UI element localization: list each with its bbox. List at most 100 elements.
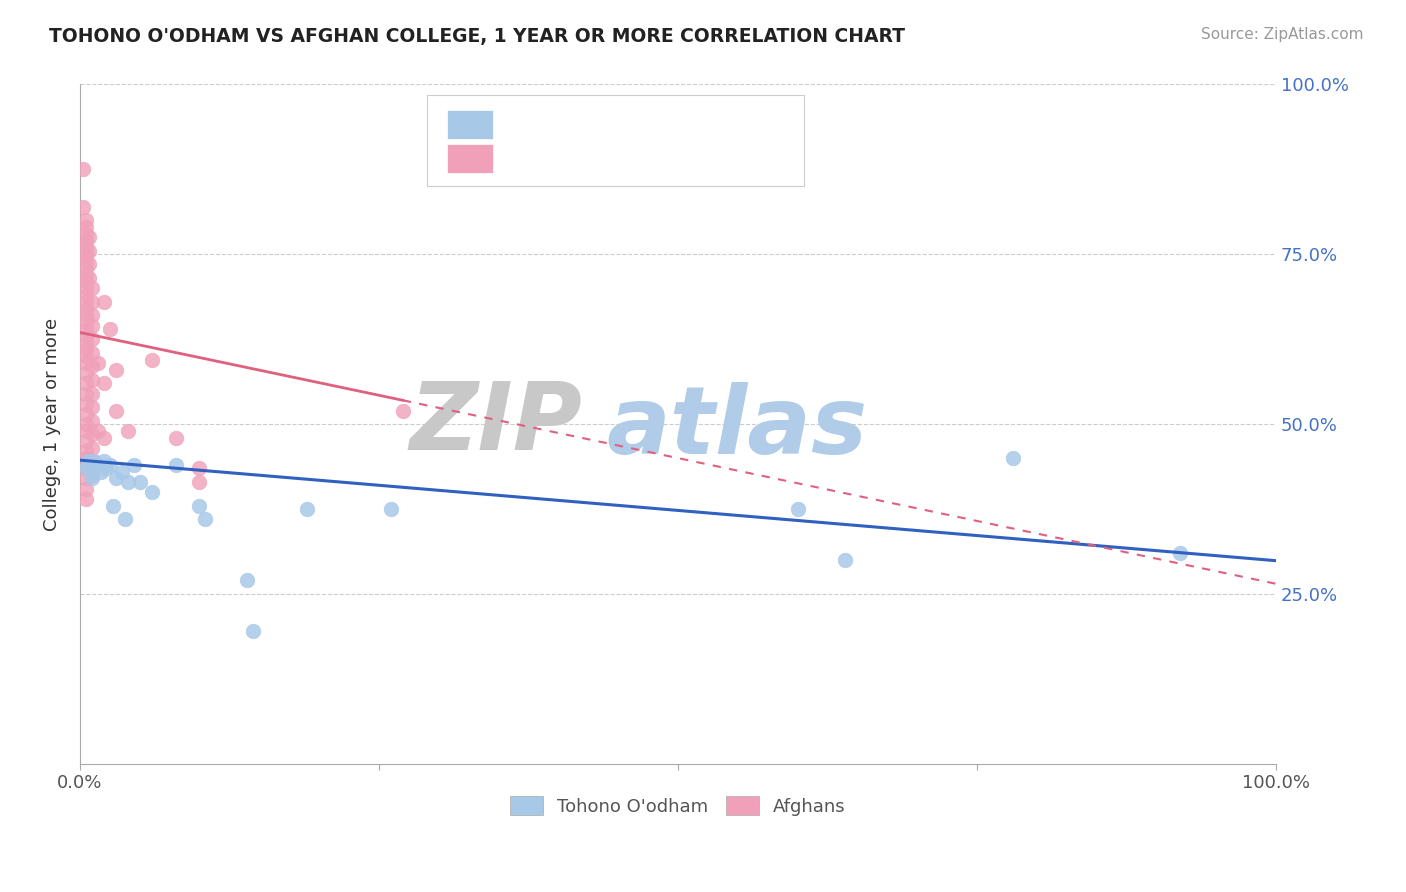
Point [295, 502, 318, 516]
Point [117, 475, 139, 489]
Point [75, 315, 97, 329]
Point [391, 403, 413, 417]
Point [80, 468, 103, 483]
Point [75, 301, 97, 316]
Point [80, 414, 103, 428]
Point [96, 461, 118, 475]
Point [380, 502, 402, 516]
Point [75, 281, 97, 295]
Point [75, 240, 97, 254]
Point [87, 356, 110, 370]
Point [72, 162, 94, 177]
Point [122, 458, 145, 472]
Point [80, 309, 103, 323]
Point [75, 328, 97, 343]
Point [75, 260, 97, 275]
Point [75, 335, 97, 350]
Point [75, 461, 97, 475]
Point [75, 356, 97, 370]
Point [87, 458, 110, 472]
Point [90, 465, 112, 479]
FancyBboxPatch shape [447, 111, 492, 139]
Point [75, 417, 97, 431]
Point [80, 359, 103, 374]
Point [75, 227, 97, 241]
Point [75, 288, 97, 302]
Point [786, 502, 808, 516]
Point [80, 318, 103, 333]
Point [75, 247, 97, 261]
Point [79, 257, 101, 271]
Point [75, 220, 97, 235]
Text: ZIP: ZIP [409, 378, 582, 470]
Point [128, 475, 150, 489]
Point [141, 485, 163, 500]
Point [242, 624, 264, 639]
Point [188, 499, 211, 513]
Point [75, 482, 97, 496]
Point [75, 397, 97, 411]
Point [75, 254, 97, 268]
Text: R = -0.370    N = 29: R = -0.370 N = 29 [508, 114, 689, 132]
Point [1168, 546, 1191, 560]
Text: TOHONO O'ODHAM VS AFGHAN COLLEGE, 1 YEAR OR MORE CORRELATION CHART: TOHONO O'ODHAM VS AFGHAN COLLEGE, 1 YEAR… [49, 27, 905, 45]
Point [75, 386, 97, 401]
Point [165, 431, 187, 445]
Point [1001, 451, 1024, 466]
Point [75, 444, 97, 458]
Point [834, 553, 856, 567]
Point [188, 461, 211, 475]
Y-axis label: College, 1 year or more: College, 1 year or more [44, 318, 60, 531]
Point [236, 574, 259, 588]
Point [114, 512, 136, 526]
Point [75, 234, 97, 248]
Point [111, 465, 134, 479]
Point [165, 458, 187, 472]
Point [117, 424, 139, 438]
Point [79, 244, 101, 258]
Point [80, 386, 103, 401]
Text: atlas: atlas [606, 382, 868, 474]
Text: Source: ZipAtlas.com: Source: ZipAtlas.com [1201, 27, 1364, 42]
Point [75, 343, 97, 357]
Point [141, 352, 163, 367]
Point [188, 475, 211, 489]
FancyBboxPatch shape [427, 95, 803, 186]
Point [104, 403, 127, 417]
Point [93, 431, 115, 445]
Point [75, 366, 97, 380]
Point [83, 454, 105, 468]
Point [75, 213, 97, 227]
Point [104, 363, 127, 377]
Point [98, 458, 121, 472]
Point [75, 491, 97, 506]
Text: R = -0.072    N = 72: R = -0.072 N = 72 [508, 149, 689, 167]
Point [104, 471, 127, 485]
Point [75, 434, 97, 449]
Legend: Tohono O'odham, Afghans: Tohono O'odham, Afghans [503, 789, 853, 822]
Point [75, 376, 97, 391]
Point [75, 268, 97, 282]
Point [194, 512, 217, 526]
Point [80, 465, 103, 479]
Point [80, 294, 103, 309]
Point [80, 400, 103, 414]
Point [79, 230, 101, 244]
Point [80, 346, 103, 360]
Point [75, 451, 97, 466]
Point [80, 441, 103, 455]
Point [75, 275, 97, 289]
Point [80, 281, 103, 295]
Point [75, 294, 97, 309]
Point [93, 294, 115, 309]
Point [80, 471, 103, 485]
Point [75, 424, 97, 438]
Point [103, 499, 125, 513]
Point [75, 407, 97, 421]
Point [75, 461, 97, 475]
Point [93, 376, 115, 391]
Point [98, 322, 121, 336]
Point [75, 349, 97, 363]
Point [72, 200, 94, 214]
Point [79, 271, 101, 285]
